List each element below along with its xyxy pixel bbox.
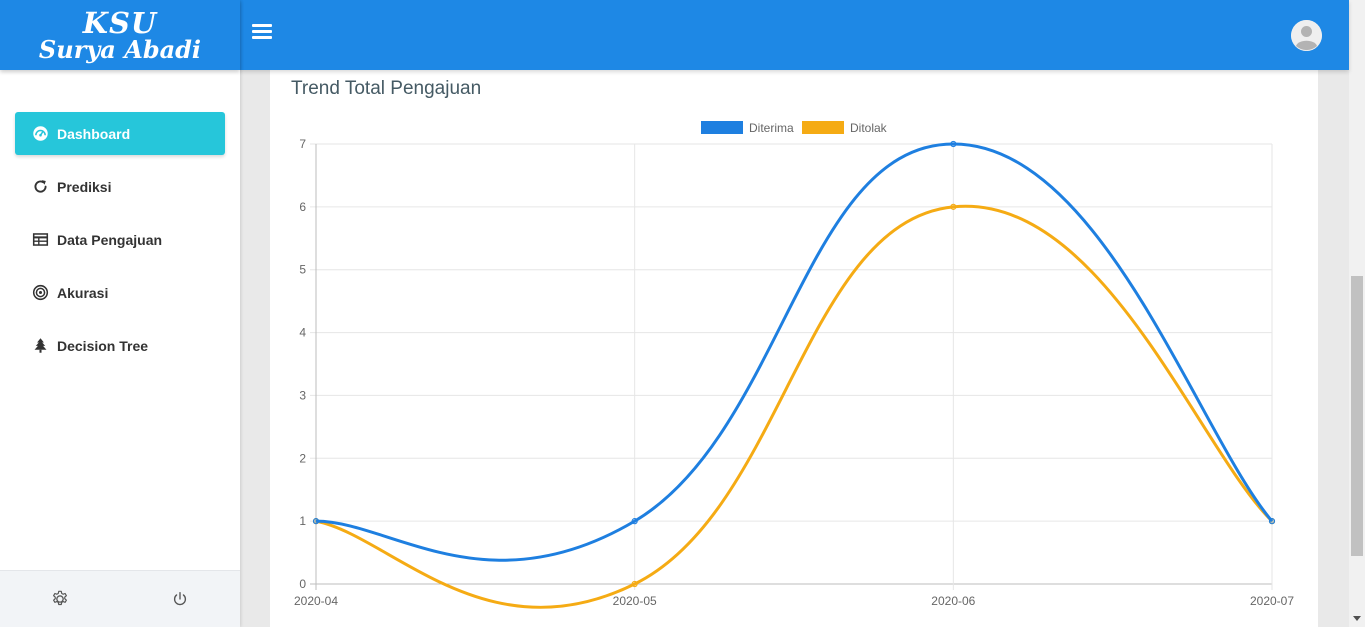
hamburger-bar [252,36,272,39]
data-point-diterima [1268,518,1276,525]
data-point-ditolak [631,580,638,588]
sidebar: KSU Surya Abadi Dashboard Prediksi Data … [0,0,240,627]
brand-logo[interactable]: KSU Surya Abadi [0,0,240,70]
y-tick-label: 7 [299,137,306,151]
tree-icon [31,337,49,355]
sidebar-item-data-pengajuan[interactable]: Data Pengajuan [15,218,225,261]
y-tick-label: 2 [299,451,306,465]
x-tick-label: 2020-06 [931,594,975,608]
hamburger-bar [252,24,272,27]
sidebar-item-label: Decision Tree [57,337,149,354]
chart-card: Trend Total Pengajuan [270,70,1318,627]
x-tick-label: 2020-05 [613,594,657,608]
series-line-diterima [315,142,1274,562]
logout-button[interactable] [120,590,240,608]
y-tick-label: 5 [299,263,306,277]
y-tick-label: 1 [299,514,306,528]
scrollbar-thumb[interactable] [1351,276,1363,556]
sidebar-nav: Dashboard Prediksi Data Pengajuan Akuras… [0,70,240,367]
page-scrollbar[interactable] [1349,0,1365,627]
brand-line-1: KSU [82,5,158,40]
y-tick-label: 3 [299,388,306,402]
user-avatar[interactable] [1291,20,1322,51]
trend-line-chart: 0 1 2 3 4 5 6 7 2020-04 2020-05 2020-06 2020-07 Dite… [294,121,1294,609]
brand-line-2: Surya Abadi [38,34,202,64]
legend-swatch-ditolak [802,121,844,134]
y-tick-label: 4 [299,326,306,340]
dashboard-icon [31,125,49,143]
hamburger-bar [252,30,272,33]
sidebar-footer [0,570,240,627]
scroll-down-arrow-icon[interactable] [1353,616,1361,621]
power-icon [174,592,186,606]
sidebar-item-label: Akurasi [57,284,109,301]
sidebar-item-label: Dashboard [57,125,131,142]
refresh-icon [31,178,49,196]
sidebar-item-akurasi[interactable]: Akurasi [15,271,225,314]
legend-label-diterima: Diterima [749,121,794,135]
settings-button[interactable] [0,590,120,608]
sidebar-item-label: Data Pengajuan [57,231,163,248]
sidebar-item-prediksi[interactable]: Prediksi [15,165,225,208]
y-tick-label: 0 [299,577,306,591]
menu-toggle-button[interactable] [252,24,272,42]
legend-swatch-diterima [701,121,743,134]
data-point-diterima [950,140,957,148]
sidebar-item-label: Prediksi [57,178,112,195]
gear-icon [53,590,67,606]
data-point-diterima [312,518,320,525]
user-icon [1291,20,1322,51]
x-tick-label: 2020-04 [294,594,338,608]
y-tick-label: 6 [299,200,306,214]
table-icon [31,231,49,249]
data-point-diterima [631,518,638,525]
legend-label-ditolak: Ditolak [850,121,888,135]
target-icon [31,284,49,302]
series-line-ditolak [315,204,1274,609]
data-point-ditolak [950,203,957,210]
x-tick-label: 2020-07 [1250,594,1294,608]
card-title: Trend Total Pengajuan [291,78,482,99]
sidebar-item-dashboard[interactable]: Dashboard [15,112,225,155]
sidebar-item-decision-tree[interactable]: Decision Tree [15,324,225,367]
topbar [240,0,1349,70]
